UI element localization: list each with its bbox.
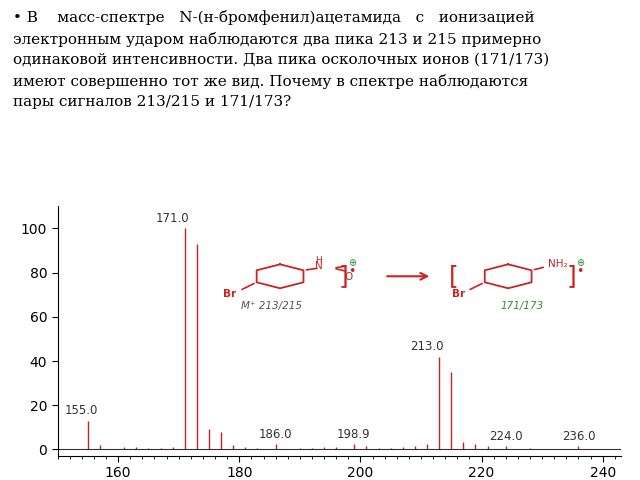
Text: Br: Br	[223, 288, 237, 299]
Text: 224.0: 224.0	[489, 430, 522, 443]
Text: Br: Br	[452, 288, 465, 299]
Text: ⊕: ⊕	[348, 258, 356, 268]
Text: ]: ]	[567, 264, 577, 288]
Text: 198.9: 198.9	[337, 428, 371, 441]
Text: ⊕: ⊕	[576, 258, 584, 268]
Text: 171.0: 171.0	[156, 212, 189, 225]
Text: 213.0: 213.0	[410, 340, 444, 353]
Text: [: [	[449, 264, 459, 288]
Text: •: •	[348, 265, 355, 278]
Text: 186.0: 186.0	[259, 428, 292, 441]
Text: •: •	[576, 265, 584, 278]
Text: N: N	[315, 261, 323, 271]
Text: 155.0: 155.0	[65, 404, 99, 417]
Text: M⁺ 213/215: M⁺ 213/215	[241, 301, 303, 311]
Text: NH₂: NH₂	[548, 259, 568, 269]
Text: H: H	[315, 256, 322, 265]
Text: O: O	[344, 272, 352, 282]
Text: ]: ]	[339, 264, 348, 288]
Text: 236.0: 236.0	[562, 430, 595, 443]
Text: 171/173: 171/173	[500, 301, 543, 311]
Text: • В    масс-спектре   N-(н-бромфенил)ацетамида   с   ионизацией
электронным удар: • В масс-спектре N-(н-бромфенил)ацетамид…	[13, 11, 549, 109]
